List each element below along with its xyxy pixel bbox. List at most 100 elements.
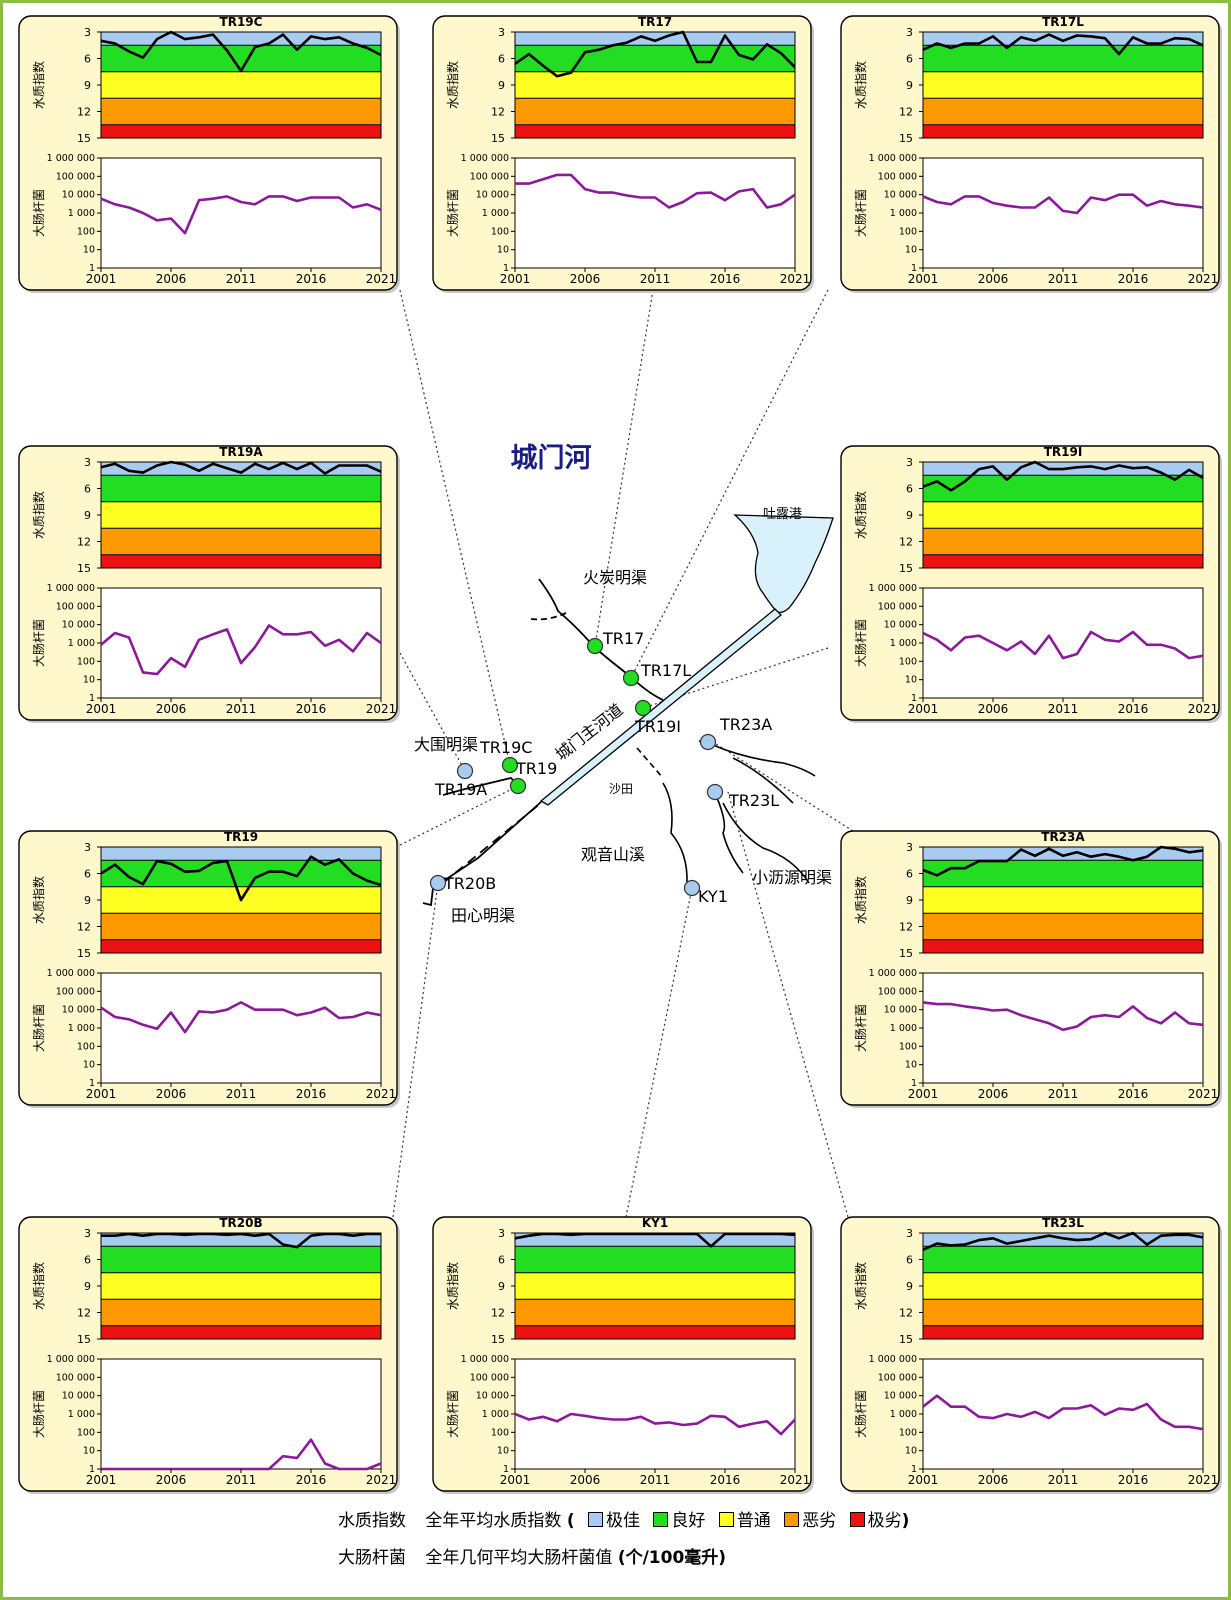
year-tick-label: 2021 <box>780 1473 811 1487</box>
panel-title: KY1 <box>642 1216 668 1230</box>
ecoli-tick-label: 10 <box>905 1446 917 1457</box>
year-tick-label: 2001 <box>908 702 939 716</box>
year-tick-label: 2011 <box>1048 272 1079 286</box>
ecoli-tick-label: 100 <box>77 226 95 237</box>
wqi-tick-label: 9 <box>906 1280 913 1293</box>
wqi-tick-label: 3 <box>498 1227 505 1240</box>
station-label-tr23a: TR23A <box>719 715 772 734</box>
ecoli-axis-label: 大肠杆菌 <box>446 1390 460 1438</box>
wqi-series-line <box>514 30 796 78</box>
legend-ecoli-head: 大肠杆菌 <box>338 1548 406 1568</box>
wqi-band-good <box>923 860 1203 887</box>
legend-swatch-excellent <box>588 1512 603 1527</box>
wqi-band-fair <box>923 501 1203 529</box>
year-tick-label: 2011 <box>226 702 257 716</box>
wqi-tick-label: 9 <box>906 509 913 522</box>
ecoli-tick-label: 100 000 <box>878 1372 917 1383</box>
wqi-tick-label: 9 <box>84 509 91 522</box>
wqi-band-very-bad <box>923 124 1203 138</box>
wqi-series-line <box>922 33 1204 56</box>
year-tick-label: 2021 <box>366 1087 397 1101</box>
year-tick-label: 2021 <box>1188 272 1219 286</box>
fotan-nullah-line <box>538 578 664 701</box>
wqi-tick-label: 15 <box>77 1333 91 1346</box>
year-tick-label: 2021 <box>366 702 397 716</box>
wqi-band-bad <box>101 913 381 940</box>
ecoli-tick-label: 1 000 000 <box>869 968 917 979</box>
ecoli-tick-label: 10 <box>83 1446 95 1457</box>
wqi-axis-label: 水质指数 <box>853 1262 868 1310</box>
ecoli-tick-label: 100 000 <box>878 171 917 182</box>
main-channel-shape <box>539 608 782 806</box>
year-tick-label: 2006 <box>978 272 1009 286</box>
ecoli-axis-label: 大肠杆菌 <box>854 1390 868 1438</box>
station-markers: TR17 TR17L TR19I TR19C TR19 TR19A TR20B TR23A TR… <box>429 629 779 906</box>
ecoli-tick-label: 1 <box>89 1464 95 1475</box>
ecoli-series-line <box>100 195 382 235</box>
ecoli-series-line <box>922 193 1204 215</box>
wqi-tick-label: 6 <box>84 1254 91 1267</box>
wqi-band-good <box>101 1246 381 1273</box>
ecoli-axis-label: 大肠杆菌 <box>854 619 868 667</box>
legend-swatch-bad <box>784 1512 800 1527</box>
label-siulek: 小沥源明渠 <box>752 868 832 887</box>
panel-tr19: TR19 3 6 9 12 15 水质指数 1 10 100 1 000 10 000 100 000 1… <box>18 830 400 1108</box>
ecoli-tick-label: 10 000 <box>62 1005 95 1016</box>
wqi-tick-label: 15 <box>491 132 505 145</box>
ecoli-tick-label: 1 000 <box>890 1409 917 1420</box>
panel-tr23a: TR23A 3 6 9 12 15 水质指数 1 10 100 1 000 10 000 100 000… <box>840 830 1222 1108</box>
ecoli-tick-label: 1 000 <box>482 1409 509 1420</box>
year-tick-label: 2021 <box>366 1473 397 1487</box>
wqi-tick-label: 15 <box>899 947 913 960</box>
ecoli-tick-label: 1 <box>911 1078 917 1089</box>
ecoli-series-line <box>922 630 1204 660</box>
panel-title: TR19 <box>224 830 258 844</box>
wqi-tick-label: 12 <box>77 921 91 934</box>
wqi-tick-label: 3 <box>906 26 913 39</box>
wqi-tick-label: 15 <box>77 132 91 145</box>
shatin-dash <box>636 747 664 779</box>
year-tick-label: 2006 <box>570 272 601 286</box>
ecoli-series-line <box>100 1001 382 1034</box>
year-tick-label: 2016 <box>710 1473 741 1487</box>
ecoli-tick-label: 10 <box>497 1446 509 1457</box>
ecoli-series-line <box>100 624 382 676</box>
label-main-channel: 城门主河道 <box>552 700 627 764</box>
wqi-band-very-bad <box>101 124 381 138</box>
ecoli-tick-label: 10 000 <box>884 620 917 631</box>
station-marker-tr17 <box>586 637 604 655</box>
legend-wqi-head: 水质指数 <box>338 1511 406 1531</box>
year-tick-label: 2016 <box>296 702 327 716</box>
ecoli-tick-label: 10 <box>905 1060 917 1071</box>
ecoli-axis-label: 大肠杆菌 <box>854 189 868 237</box>
station-label-tr19: TR19 <box>515 759 557 778</box>
wqi-tick-label: 6 <box>84 868 91 881</box>
wqi-tick-label: 3 <box>906 456 913 469</box>
year-tick-label: 2011 <box>226 1087 257 1101</box>
ecoli-tick-label: 1 000 <box>68 1023 95 1034</box>
wqi-band-bad <box>923 528 1203 555</box>
wqi-band-bad <box>923 98 1203 125</box>
wqi-tick-label: 12 <box>899 106 913 119</box>
year-tick-label: 2021 <box>366 272 397 286</box>
ecoli-tick-label: 100 <box>491 226 509 237</box>
year-tick-label: 2006 <box>978 702 1009 716</box>
leader-tr17l <box>630 289 829 679</box>
wqi-tick-label: 9 <box>498 1280 505 1293</box>
year-tick-label: 2011 <box>640 1473 671 1487</box>
panel-title: TR23A <box>1041 830 1085 844</box>
ecoli-tick-label: 100 <box>899 656 917 667</box>
wqi-tick-label: 15 <box>899 562 913 575</box>
year-tick-label: 2001 <box>86 1087 117 1101</box>
ecoli-tick-label: 100 000 <box>56 1372 95 1383</box>
wqi-series-line <box>514 1232 796 1248</box>
wqi-axis-label: 水质指数 <box>853 61 868 109</box>
wqi-band-bad <box>101 1299 381 1326</box>
wqi-axis-label: 水质指数 <box>31 491 46 539</box>
wqi-tick-label: 6 <box>906 53 913 66</box>
ecoli-tick-label: 10 <box>83 1060 95 1071</box>
ecoli-plot-frame <box>922 1358 1204 1470</box>
leader-tr19c <box>399 289 511 766</box>
ecoli-tick-label: 1 <box>89 1078 95 1089</box>
